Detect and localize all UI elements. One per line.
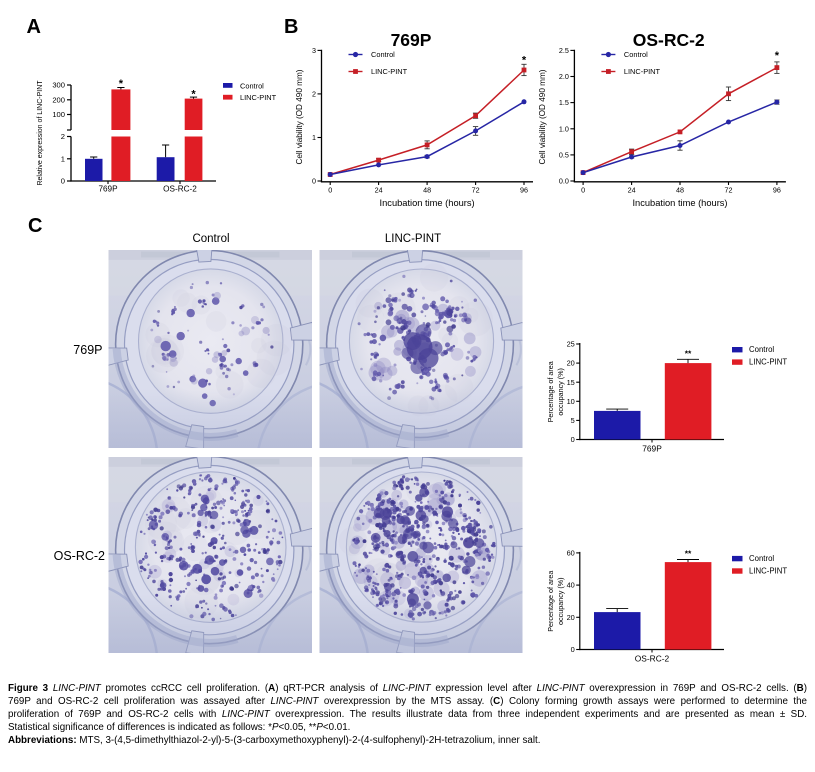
svg-text:LINC-PINT: LINC-PINT — [624, 67, 661, 76]
svg-text:**: ** — [685, 348, 692, 358]
svg-text:A: A — [27, 16, 41, 38]
svg-text:LINC-PINT: LINC-PINT — [749, 567, 787, 576]
svg-text:Control: Control — [192, 233, 229, 245]
svg-text:*: * — [191, 89, 196, 101]
svg-text:0.0: 0.0 — [559, 177, 569, 186]
svg-text:24: 24 — [375, 186, 383, 195]
svg-text:0: 0 — [571, 435, 575, 444]
svg-text:Incubation time (hours): Incubation time (hours) — [380, 198, 475, 208]
svg-text:*: * — [119, 78, 124, 90]
svg-text:10: 10 — [567, 397, 575, 406]
svg-text:200: 200 — [52, 96, 65, 105]
svg-text:96: 96 — [520, 186, 528, 195]
svg-text:Percentage of area: Percentage of area — [546, 571, 555, 632]
svg-text:*: * — [775, 50, 780, 62]
svg-text:0: 0 — [571, 645, 575, 654]
svg-text:48: 48 — [676, 186, 684, 195]
svg-text:769P: 769P — [642, 444, 662, 454]
svg-text:Control: Control — [749, 554, 774, 563]
svg-text:Control: Control — [240, 81, 264, 90]
svg-text:1.5: 1.5 — [559, 98, 569, 107]
svg-text:20: 20 — [567, 359, 575, 368]
svg-text:1.0: 1.0 — [559, 124, 569, 133]
svg-text:Control: Control — [749, 345, 774, 354]
svg-text:25: 25 — [567, 340, 575, 349]
svg-text:LINC-PINT: LINC-PINT — [749, 358, 787, 367]
svg-text:OS-RC-2: OS-RC-2 — [635, 654, 670, 664]
svg-text:LINC-PINT: LINC-PINT — [371, 67, 408, 76]
svg-text:48: 48 — [423, 186, 431, 195]
svg-text:Cell viability (OD 490 mm): Cell viability (OD 490 mm) — [538, 69, 547, 164]
svg-text:2: 2 — [312, 90, 316, 99]
svg-text:2: 2 — [61, 132, 65, 141]
svg-text:96: 96 — [773, 186, 781, 195]
svg-text:Control: Control — [624, 50, 648, 59]
svg-text:0: 0 — [312, 177, 316, 186]
svg-text:0: 0 — [581, 186, 585, 195]
svg-text:C: C — [28, 215, 42, 237]
svg-text:72: 72 — [472, 186, 480, 195]
svg-text:100: 100 — [52, 110, 65, 119]
svg-text:Control: Control — [371, 50, 395, 59]
svg-text:2.5: 2.5 — [559, 46, 569, 55]
svg-text:LINC-PINT: LINC-PINT — [240, 93, 277, 102]
svg-text:40: 40 — [567, 581, 575, 590]
svg-text:occupancy (%): occupancy (%) — [556, 368, 565, 416]
svg-text:72: 72 — [725, 186, 733, 195]
svg-text:*: * — [522, 55, 527, 67]
svg-text:OS-RC-2: OS-RC-2 — [163, 185, 197, 194]
svg-text:Percentage of area: Percentage of area — [546, 361, 555, 422]
svg-text:769P: 769P — [391, 30, 432, 50]
svg-text:OS-RC-2: OS-RC-2 — [633, 30, 705, 50]
svg-text:769P: 769P — [98, 185, 118, 194]
svg-text:Cell viability (OD 490 mm): Cell viability (OD 490 mm) — [295, 69, 304, 164]
svg-text:3: 3 — [312, 46, 316, 55]
svg-text:300: 300 — [52, 81, 65, 90]
svg-text:occupancy (%): occupancy (%) — [556, 577, 565, 625]
svg-text:Incubation time (hours): Incubation time (hours) — [632, 198, 727, 208]
svg-text:**: ** — [685, 549, 692, 559]
svg-text:20: 20 — [567, 613, 575, 622]
svg-text:24: 24 — [628, 186, 636, 195]
svg-text:60: 60 — [567, 549, 575, 558]
svg-text:1: 1 — [61, 154, 65, 163]
svg-text:0: 0 — [61, 177, 65, 186]
svg-text:15: 15 — [567, 378, 575, 387]
svg-text:2.0: 2.0 — [559, 72, 569, 81]
svg-text:B: B — [284, 16, 298, 38]
svg-text:OS-RC-2: OS-RC-2 — [54, 549, 105, 563]
svg-text:0.5: 0.5 — [559, 151, 569, 160]
svg-text:0: 0 — [328, 186, 332, 195]
svg-text:Relative expression of LINC-PI: Relative expression of LINC-PINT — [37, 80, 44, 186]
svg-text:LINC-PINT: LINC-PINT — [385, 233, 441, 245]
svg-text:5: 5 — [571, 416, 575, 425]
svg-text:1: 1 — [312, 133, 316, 142]
svg-text:769P: 769P — [73, 343, 102, 357]
